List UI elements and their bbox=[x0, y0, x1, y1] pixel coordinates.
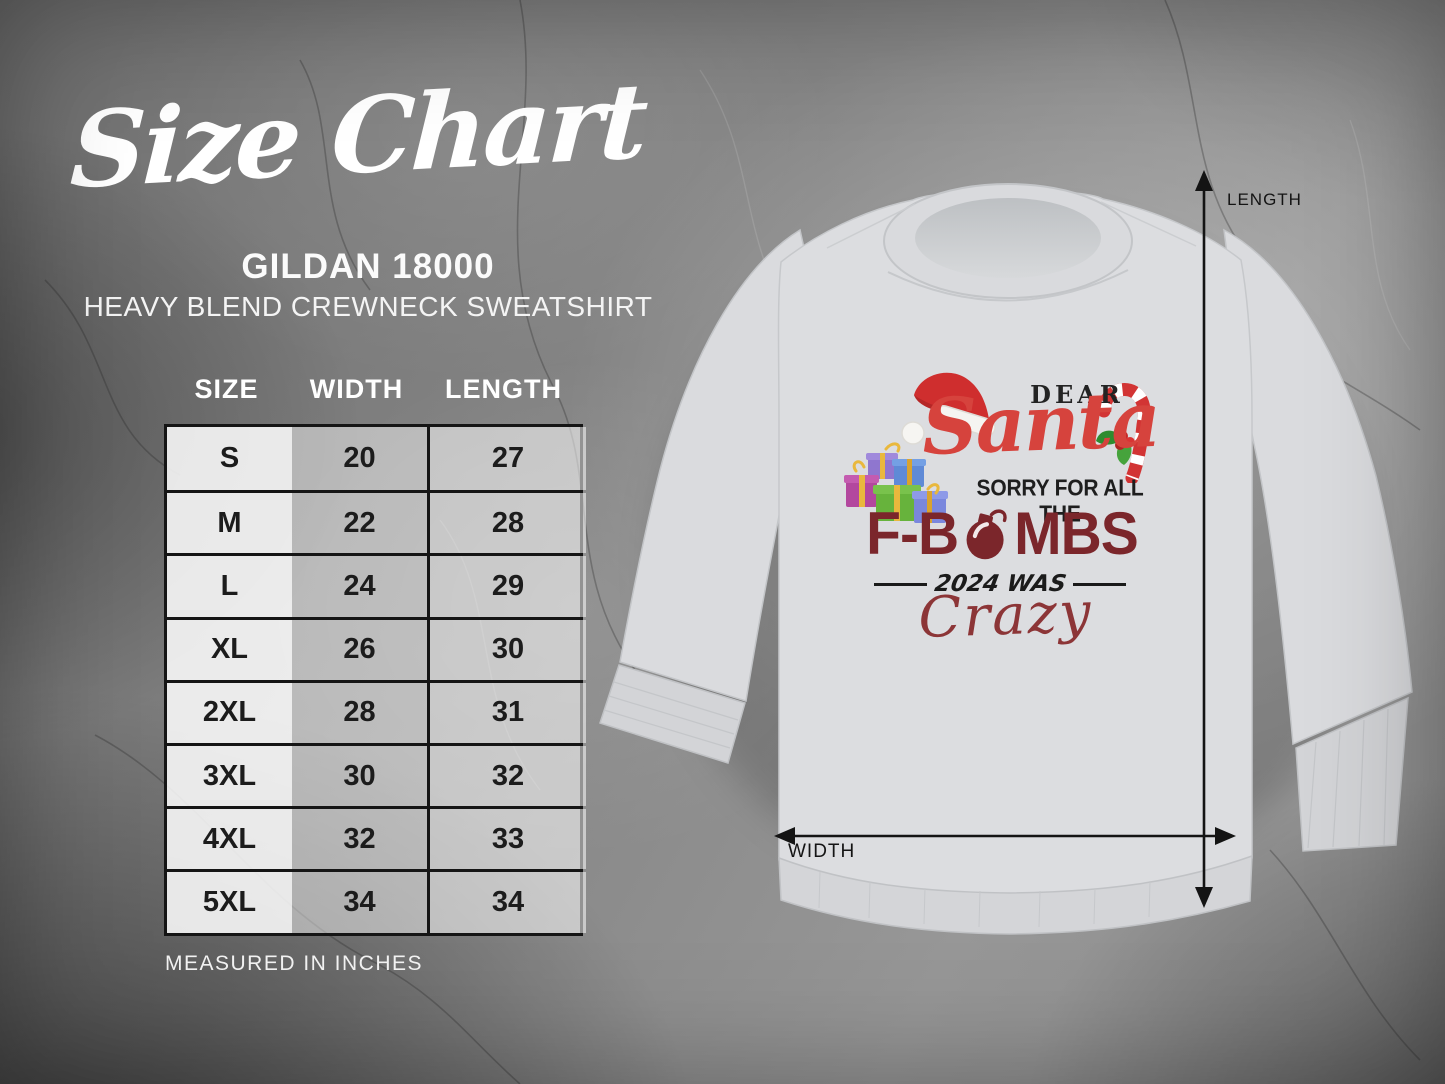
length-cell: 28 bbox=[427, 493, 586, 554]
width-cell: 32 bbox=[292, 809, 427, 870]
bomb-icon bbox=[966, 509, 1007, 560]
santa-hat-icon bbox=[901, 372, 996, 445]
width-cell: 20 bbox=[292, 427, 427, 491]
column-header-length: LENGTH bbox=[445, 374, 562, 404]
width-label: WIDTH bbox=[788, 841, 856, 862]
table-row: XL 26 30 bbox=[167, 616, 586, 680]
length-cell: 32 bbox=[427, 745, 586, 807]
table-row: M 22 28 bbox=[167, 490, 586, 554]
design-line-dear: DEAR bbox=[1030, 380, 1124, 409]
length-cell: 31 bbox=[427, 682, 586, 743]
holly-icon bbox=[1096, 430, 1135, 465]
design-line-sorry: SORRY FOR ALL THE bbox=[976, 476, 1144, 527]
size-cell: 4XL bbox=[167, 809, 292, 870]
width-cell: 28 bbox=[292, 682, 427, 743]
length-cell: 30 bbox=[427, 619, 586, 680]
gift-boxes-icon bbox=[844, 442, 948, 523]
length-cell: 29 bbox=[427, 556, 586, 617]
length-label: LENGTH bbox=[1227, 190, 1302, 209]
design-line-fbombs: F-B MBS bbox=[862, 500, 1142, 568]
size-cell: S bbox=[167, 427, 292, 491]
width-cell: 34 bbox=[292, 872, 427, 933]
length-cell: 33 bbox=[427, 809, 586, 870]
table-row: L 24 29 bbox=[167, 553, 586, 617]
size-cell: XL bbox=[167, 619, 292, 680]
table-row: 4XL 32 33 bbox=[167, 806, 586, 870]
table-header-row: SIZE WIDTH LENGTH bbox=[164, 374, 583, 424]
size-cell: M bbox=[167, 493, 292, 554]
candy-cane-icon bbox=[1096, 383, 1151, 483]
column-header-width: WIDTH bbox=[309, 374, 404, 404]
hem-band bbox=[778, 854, 1253, 935]
size-cell: 5XL bbox=[167, 872, 292, 933]
width-cell: 22 bbox=[292, 493, 427, 554]
table-row: 3XL 30 32 bbox=[167, 742, 586, 807]
fbombs-right: MBS bbox=[1014, 500, 1139, 568]
table-body: S 20 27 M 22 28 L 24 29 XL 26 30 2XL 28 bbox=[164, 424, 586, 936]
table-row: 2XL 28 31 bbox=[167, 679, 586, 743]
size-cell: 3XL bbox=[167, 745, 292, 807]
divider-rule-left bbox=[874, 582, 927, 586]
table-row: 5XL 34 34 bbox=[167, 869, 586, 933]
table-row: S 20 27 bbox=[167, 427, 586, 491]
design-line-santa: Santa bbox=[920, 374, 1161, 474]
design-line-crazy: Crazy bbox=[917, 579, 1094, 652]
product-code: GILDAN 18000 bbox=[241, 247, 495, 286]
left-cuff bbox=[599, 664, 746, 764]
length-cell: 27 bbox=[427, 427, 586, 491]
units-note: MEASURED IN INCHES bbox=[165, 952, 424, 975]
size-chart-table: SIZE WIDTH LENGTH S 20 27 M 22 28 L 24 2… bbox=[164, 374, 586, 936]
length-cell: 34 bbox=[427, 872, 586, 933]
shirt-design: DEAR Santa SORRY FOR ALL THE F-B MBS 202… bbox=[840, 365, 1162, 680]
product-name: HEAVY BLEND CREWNECK SWEATSHIRT bbox=[83, 291, 653, 322]
width-cell: 24 bbox=[292, 556, 427, 617]
collar-opening bbox=[915, 198, 1101, 278]
size-cell: 2XL bbox=[167, 682, 292, 743]
width-cell: 30 bbox=[292, 745, 427, 807]
design-divider: 2024 WAS bbox=[874, 571, 1126, 597]
right-cuff bbox=[1295, 696, 1409, 852]
width-cell: 26 bbox=[292, 619, 427, 680]
size-cell: L bbox=[167, 556, 292, 617]
divider-rule-right bbox=[1073, 582, 1126, 586]
column-header-size: SIZE bbox=[194, 374, 259, 404]
fbombs-left: F-B bbox=[866, 500, 959, 568]
